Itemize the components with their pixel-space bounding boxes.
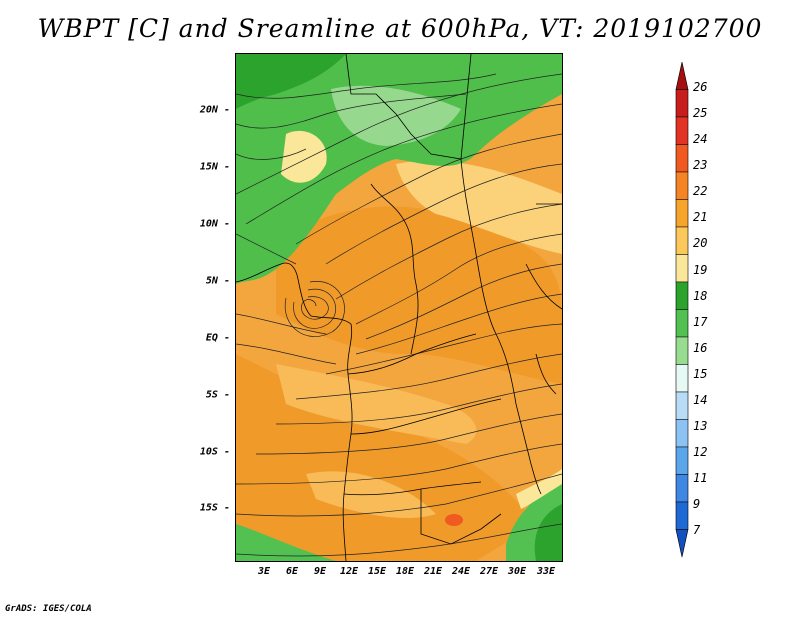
colorbar-segment-15 bbox=[675, 364, 689, 393]
darkgreen-se bbox=[534, 504, 562, 561]
colorbar-segment-16 bbox=[675, 336, 689, 365]
colorbar-segment-25 bbox=[675, 89, 689, 118]
lat-label-eq: EQ bbox=[206, 333, 230, 344]
wbpt-map bbox=[236, 54, 562, 561]
colorbar-segment-17 bbox=[675, 309, 689, 338]
colorbar-label-14: 14 bbox=[693, 393, 708, 407]
lon-label-12e: 12E bbox=[339, 566, 359, 577]
lon-label-9e: 9E bbox=[313, 566, 327, 577]
lon-label-15e: 15E bbox=[367, 566, 387, 577]
colorbar-label-12: 12 bbox=[693, 445, 708, 459]
lon-label-6e: 6E bbox=[285, 566, 299, 577]
lat-label-15n: 15N bbox=[200, 162, 230, 173]
lon-label-33e: 33E bbox=[536, 566, 556, 577]
lat-label-15s: 15S bbox=[200, 503, 230, 514]
light-band-central bbox=[276, 364, 477, 444]
lat-label-20n: 20N bbox=[200, 105, 230, 116]
green-north bbox=[236, 54, 562, 284]
colorbar-label-20: 20 bbox=[693, 236, 708, 250]
colorbar-segment-21 bbox=[675, 199, 689, 228]
colorbar-segment-23 bbox=[675, 144, 689, 173]
lon-label-24e: 24E bbox=[451, 566, 471, 577]
lon-label-21e: 21E bbox=[423, 566, 443, 577]
colorbar-segment-26 bbox=[675, 62, 689, 90]
lat-label-10s: 10S bbox=[200, 447, 230, 458]
lat-label-5n: 5N bbox=[206, 276, 230, 287]
colorbar-label-22: 22 bbox=[693, 184, 708, 198]
colorbar bbox=[675, 62, 689, 558]
yellow-tongue-nw bbox=[281, 130, 327, 183]
hot-spot bbox=[445, 514, 463, 526]
darkgreen-nw bbox=[236, 54, 346, 109]
colorbar-label-21: 21 bbox=[693, 210, 708, 224]
colorbar-segment-22 bbox=[675, 171, 689, 200]
colorbar-label-24: 24 bbox=[693, 132, 708, 146]
colorbar-segment-19 bbox=[675, 254, 689, 283]
map-panel bbox=[235, 53, 563, 562]
lon-label-3e: 3E bbox=[257, 566, 271, 577]
colorbar-label-25: 25 bbox=[693, 106, 708, 120]
colorbar-label-26: 26 bbox=[693, 80, 708, 94]
green-sw bbox=[236, 524, 336, 561]
colorbar-label-19: 19 bbox=[693, 263, 708, 277]
lon-label-30e: 30E bbox=[507, 566, 527, 577]
lon-label-18e: 18E bbox=[395, 566, 415, 577]
colorbar-segment-11 bbox=[675, 474, 689, 503]
lat-label-10n: 10N bbox=[200, 219, 230, 230]
colorbar-segment-14 bbox=[675, 391, 689, 420]
country-borders bbox=[236, 54, 562, 561]
colorbar-label-9: 9 bbox=[693, 497, 701, 511]
colorbar-segment-13 bbox=[675, 419, 689, 448]
colorbar-label-13: 13 bbox=[693, 419, 708, 433]
colorbar-label-17: 17 bbox=[693, 315, 708, 329]
colorbar-segment-18 bbox=[675, 281, 689, 310]
colorbar-segment-7 bbox=[675, 529, 689, 558]
colorbar-segment-12 bbox=[675, 446, 689, 475]
colorbar-label-11: 11 bbox=[693, 471, 708, 485]
colorbar-label-23: 23 bbox=[693, 158, 708, 172]
colorbar-segment-9 bbox=[675, 501, 689, 530]
lat-label-5s: 5S bbox=[206, 390, 230, 401]
colorbar-label-16: 16 bbox=[693, 341, 708, 355]
lon-label-27e: 27E bbox=[479, 566, 499, 577]
colorbar-label-7: 7 bbox=[693, 523, 701, 537]
colorbar-label-18: 18 bbox=[693, 289, 708, 303]
credit-text: GrADS: IGES/COLA bbox=[5, 604, 92, 614]
streamlines bbox=[236, 73, 562, 557]
colorbar-segment-24 bbox=[675, 116, 689, 145]
colorbar-label-15: 15 bbox=[693, 367, 708, 381]
colorbar-segment-20 bbox=[675, 226, 689, 255]
chart-title: WBPT [C] and Sreamline at 600hPa, VT: 20… bbox=[37, 14, 763, 43]
light-patch-ne bbox=[396, 160, 562, 254]
